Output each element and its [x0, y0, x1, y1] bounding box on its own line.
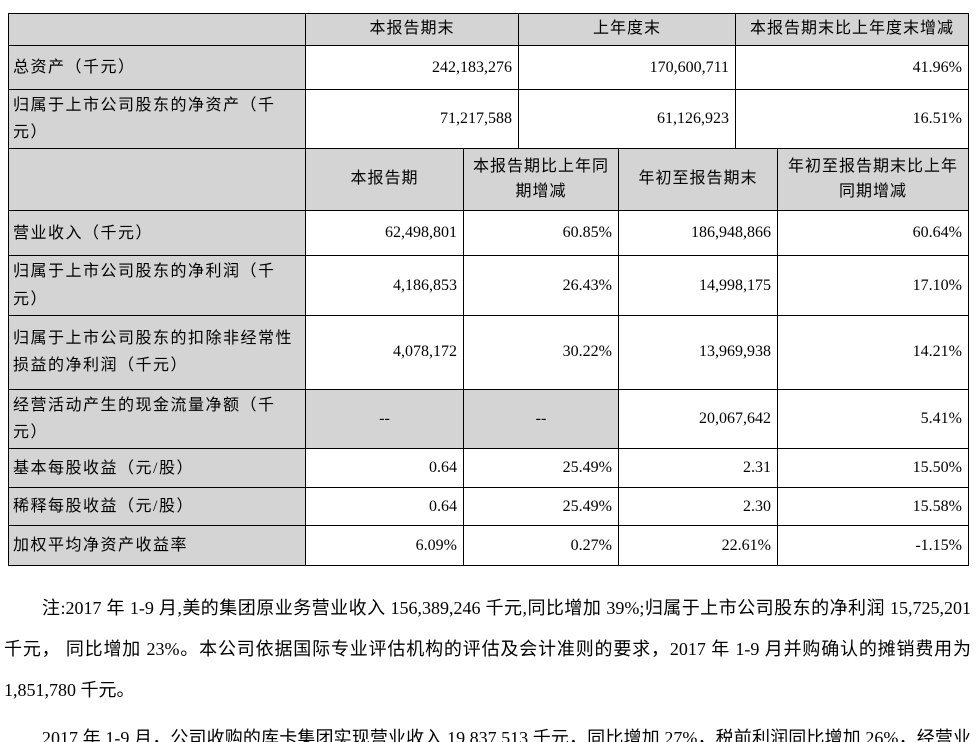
table-header-row: 本报告期 本报告期比上年同期增减 年初至报告期末 年初至报告期末比上年同期增减 — [8, 148, 969, 212]
value-cell: 20,067,642 — [618, 388, 778, 450]
value-cell: 13,969,938 — [618, 314, 778, 390]
header-change-vs-prior-period: 本报告期比上年同期增减 — [463, 148, 619, 212]
row-label-operating-cash-flow: 经营活动产生的现金流量净额（千元） — [8, 388, 306, 450]
header-empty-cell — [8, 13, 306, 46]
value-cell: 2.31 — [618, 448, 778, 489]
value-cell: 60.85% — [463, 210, 619, 257]
value-cell: 62,498,801 — [305, 210, 464, 257]
value-cell: 30.22% — [463, 314, 619, 390]
note-paragraph-original-business: 注:2017 年 1-9 月,美的集团原业务营业收入 156,389,246 千… — [4, 598, 971, 701]
value-cell: 4,186,853 — [305, 255, 464, 316]
value-cell: 14.21% — [777, 314, 969, 390]
value-cell: 60.64% — [777, 210, 969, 257]
table-row-weighted-avg-roe: 加权平均净资产收益率 6.09% 0.27% 22.61% -1.15% — [8, 525, 969, 567]
header-current-period: 本报告期 — [305, 148, 464, 212]
table-row-operating-cash-flow: 经营活动产生的现金流量净额（千元） -- -- 20,067,642 5.41% — [8, 388, 969, 450]
header-empty-cell — [8, 148, 306, 212]
value-cell: 4,078,172 — [305, 314, 464, 390]
value-cell: 16.51% — [735, 88, 969, 150]
row-label-revenue: 营业收入（千元） — [8, 210, 306, 257]
table-row-net-assets: 归属于上市公司股东的净资产（千元） 71,217,588 61,126,923 … — [8, 88, 969, 150]
header-ytd-change-vs-prior: 年初至报告期末比上年同期增减 — [777, 148, 969, 212]
value-cell: 22.61% — [618, 525, 778, 567]
footnotes-section: 注:2017 年 1-9 月,美的集团原业务营业收入 156,389,246 千… — [4, 588, 971, 742]
value-cell: 170,600,711 — [518, 45, 736, 90]
value-cell: 186,948,866 — [618, 210, 778, 257]
balance-summary-table: 本报告期末 上年度末 本报告期末比上年度末增减 总资产（千元） 242,183,… — [8, 13, 969, 150]
value-cell: 0.27% — [463, 525, 619, 567]
value-cell: 15.58% — [777, 487, 969, 527]
value-cell: 61,126,923 — [518, 88, 736, 150]
table-row-total-assets: 总资产（千元） 242,183,276 170,600,711 41.96% — [8, 45, 969, 90]
row-label-total-assets: 总资产（千元） — [8, 45, 306, 90]
value-cell: 26.43% — [463, 255, 619, 316]
row-label-basic-eps: 基本每股收益（元/股） — [8, 448, 306, 489]
value-cell: 14,998,175 — [618, 255, 778, 316]
value-cell: 0.64 — [305, 487, 464, 527]
value-cell-na: -- — [463, 388, 619, 450]
header-current-period-end: 本报告期末 — [305, 13, 519, 46]
header-year-to-date: 年初至报告期末 — [618, 148, 778, 212]
value-cell: 25.49% — [463, 487, 619, 527]
value-cell: 0.64 — [305, 448, 464, 489]
value-cell: 71,217,588 — [305, 88, 519, 150]
value-cell: -1.15% — [777, 525, 969, 567]
row-label-net-profit: 归属于上市公司股东的净利润（千元） — [8, 255, 306, 316]
table-row-net-profit-excl-nonrecurring: 归属于上市公司股东的扣除非经常性损益的净利润（千元） 4,078,172 30.… — [8, 314, 969, 390]
value-cell: 25.49% — [463, 448, 619, 489]
value-cell: 6.09% — [305, 525, 464, 567]
header-change-vs-prior-year-end: 本报告期末比上年度末增减 — [735, 13, 969, 46]
value-cell-na: -- — [305, 388, 464, 450]
value-cell: 5.41% — [777, 388, 969, 450]
value-cell: 41.96% — [735, 45, 969, 90]
table-row-net-profit: 归属于上市公司股东的净利润（千元） 4,186,853 26.43% 14,99… — [8, 255, 969, 316]
note-paragraph-kuka-group: 2017 年 1-9 月，公司收购的库卡集团实现营业收入 19,837,513 … — [42, 728, 971, 742]
table-header-row: 本报告期末 上年度末 本报告期末比上年度末增减 — [8, 13, 969, 46]
row-label-diluted-eps: 稀释每股收益（元/股） — [8, 487, 306, 527]
table-row-basic-eps: 基本每股收益（元/股） 0.64 25.49% 2.31 15.50% — [8, 448, 969, 489]
value-cell: 242,183,276 — [305, 45, 519, 90]
value-cell: 17.10% — [777, 255, 969, 316]
table-row-revenue: 营业收入（千元） 62,498,801 60.85% 186,948,866 6… — [8, 210, 969, 257]
value-cell: 2.30 — [618, 487, 778, 527]
row-label-net-assets: 归属于上市公司股东的净资产（千元） — [8, 88, 306, 150]
row-label-net-profit-excl-nonrecurring: 归属于上市公司股东的扣除非经常性损益的净利润（千元） — [8, 314, 306, 390]
performance-summary-table: 本报告期 本报告期比上年同期增减 年初至报告期末 年初至报告期末比上年同期增减 … — [8, 148, 969, 567]
value-cell: 15.50% — [777, 448, 969, 489]
table-row-diluted-eps: 稀释每股收益（元/股） 0.64 25.49% 2.30 15.58% — [8, 487, 969, 527]
header-prior-year-end: 上年度末 — [518, 13, 736, 46]
row-label-weighted-avg-roe: 加权平均净资产收益率 — [8, 525, 306, 567]
